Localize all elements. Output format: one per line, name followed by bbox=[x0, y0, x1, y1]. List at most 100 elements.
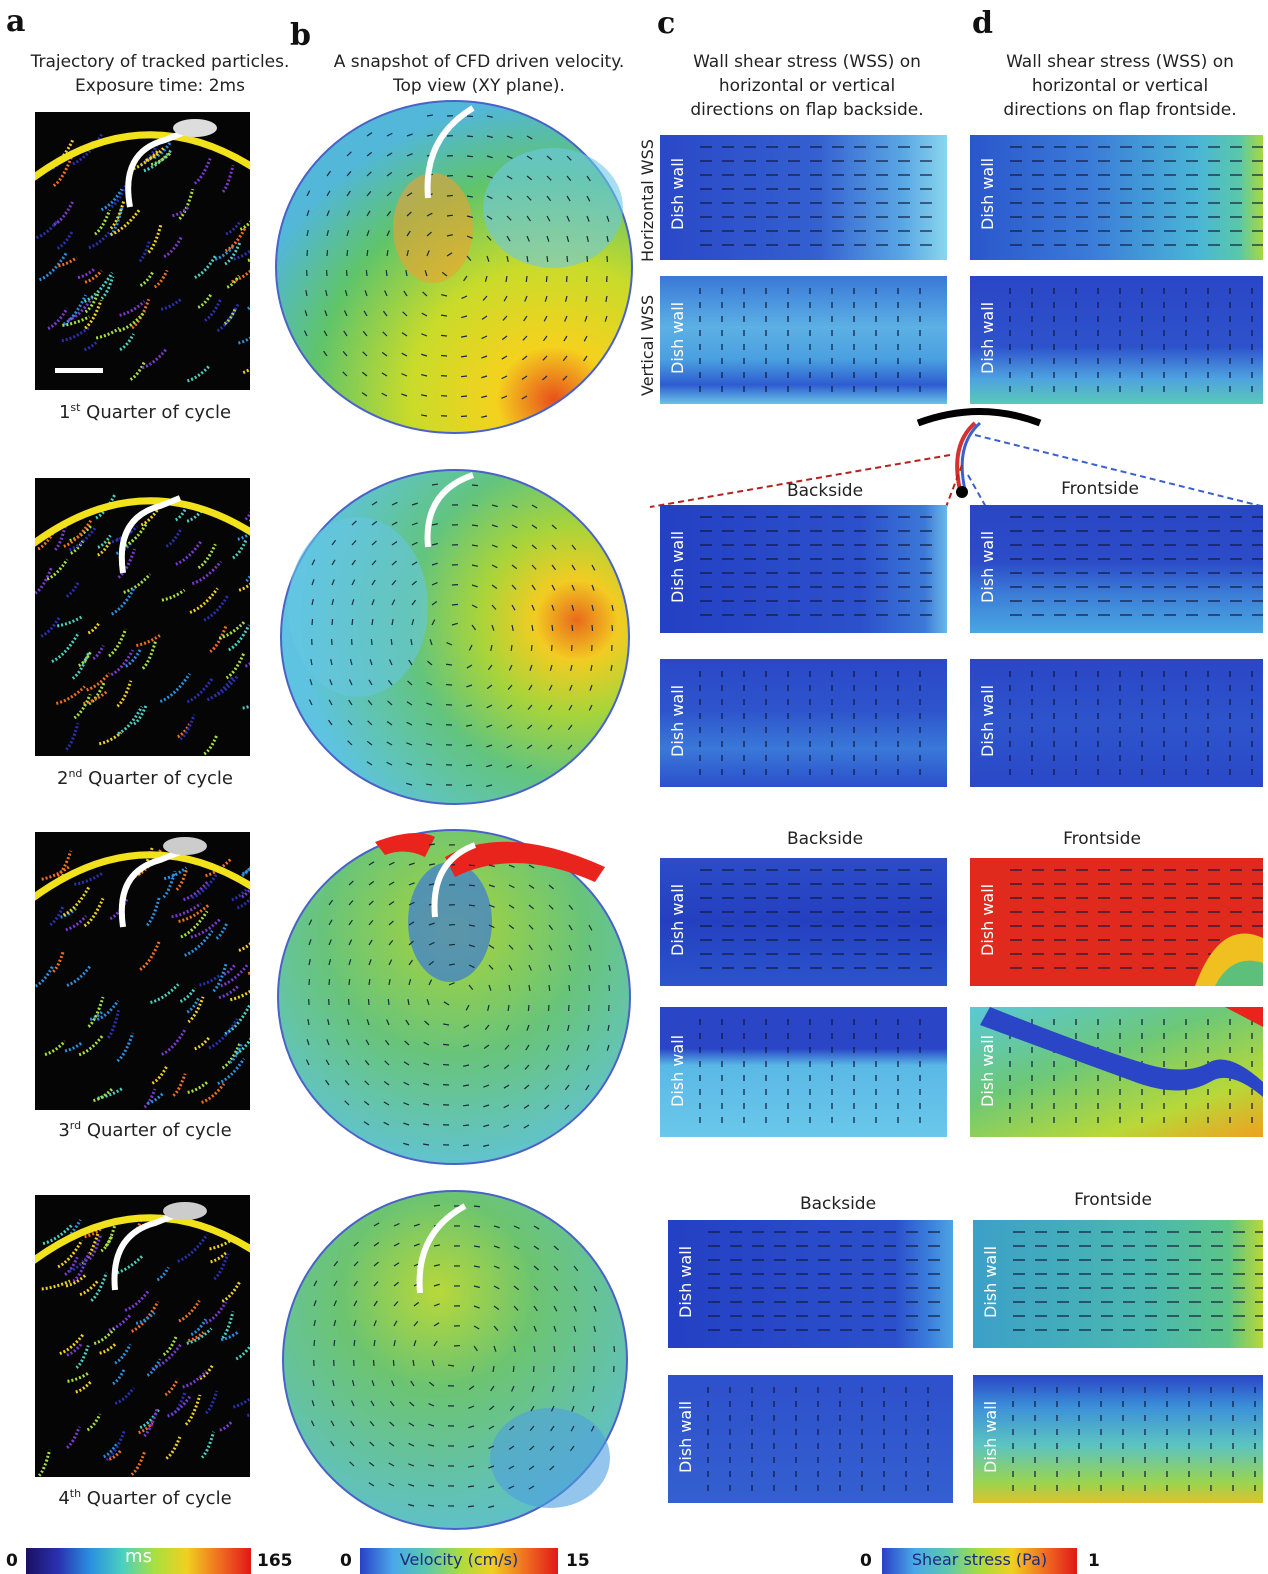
velocity-arrow bbox=[448, 982, 455, 986]
particle-streak bbox=[163, 866, 188, 881]
velocity-arrow bbox=[363, 1100, 370, 1106]
particle-streak bbox=[106, 1009, 121, 1039]
particle-streak bbox=[143, 1407, 159, 1438]
panel-letter-b: b bbox=[290, 18, 311, 53]
velocity-arrow bbox=[431, 619, 436, 626]
velocity-arrow bbox=[546, 215, 551, 222]
particle-streak bbox=[187, 996, 205, 1024]
velocity-arrow bbox=[348, 939, 353, 946]
velocity-arrow bbox=[423, 1041, 430, 1046]
velocity-arrow bbox=[484, 275, 488, 282]
velocity-arrow bbox=[506, 215, 512, 221]
velocity-arrow bbox=[548, 984, 551, 992]
velocity-arrow bbox=[608, 964, 611, 971]
velocity-arrow bbox=[333, 1260, 339, 1267]
velocity-arrow bbox=[503, 1084, 510, 1089]
velocity-arrow bbox=[393, 1281, 400, 1287]
velocity-arrow bbox=[428, 883, 435, 886]
velocity-arrow bbox=[522, 335, 528, 341]
velocity-arrow bbox=[408, 882, 415, 886]
velocity-arrow bbox=[488, 964, 494, 970]
velocity-arrow bbox=[493, 1305, 500, 1311]
colorbar-velocity-min: 0 bbox=[340, 1551, 352, 1571]
velocity-arrow bbox=[346, 171, 352, 177]
velocity-arrow bbox=[481, 355, 488, 359]
velocity-arrow bbox=[371, 1380, 375, 1387]
header-d-line3: directions on flap frontside. bbox=[1003, 100, 1237, 120]
particle-streak bbox=[179, 714, 196, 741]
velocity-arrow bbox=[353, 1300, 358, 1307]
velocity-arrow bbox=[471, 584, 478, 588]
particle-streak bbox=[62, 315, 91, 327]
particle-streak bbox=[47, 307, 69, 330]
velocity-arrow bbox=[483, 1084, 490, 1088]
velocity-arrow bbox=[428, 960, 435, 966]
particle-streak bbox=[100, 276, 115, 300]
particle-streak bbox=[84, 269, 103, 284]
velocity-arrow bbox=[407, 680, 413, 686]
velocity-arrow bbox=[471, 604, 478, 609]
particle-streak bbox=[130, 1300, 160, 1333]
velocity-arrow bbox=[386, 210, 392, 217]
particle-streak bbox=[210, 1251, 228, 1264]
particle-streak bbox=[244, 661, 250, 668]
velocity-arrow bbox=[403, 1102, 410, 1106]
velocity-arrow bbox=[426, 134, 433, 137]
velocity-arrow bbox=[489, 1405, 495, 1411]
particle-streak bbox=[205, 1390, 219, 1415]
velocity-arrow bbox=[531, 584, 536, 591]
particle-streak bbox=[151, 1064, 169, 1085]
velocity-arrow bbox=[422, 1143, 430, 1146]
wss-vector-field bbox=[707, 1387, 929, 1491]
velocity-arrow bbox=[373, 1320, 377, 1327]
velocity-arrow bbox=[573, 1285, 578, 1292]
velocity-arrow bbox=[406, 133, 413, 137]
velocity-arrow bbox=[531, 564, 537, 570]
particle-streak bbox=[182, 1370, 208, 1389]
label-backside-2: Backside bbox=[786, 829, 864, 849]
velocity-arrow bbox=[462, 1104, 470, 1107]
velocity-arrow bbox=[386, 1019, 390, 1026]
particle-streak bbox=[165, 1436, 182, 1460]
particle-streak bbox=[221, 1280, 242, 1303]
velocity-arrow bbox=[551, 564, 557, 571]
velocity-arrow bbox=[347, 740, 353, 746]
velocity-arrow bbox=[451, 622, 458, 626]
velocity-arrow bbox=[506, 744, 513, 749]
velocity-arrow bbox=[562, 355, 568, 362]
velocity-arrow bbox=[486, 744, 493, 748]
velocity-arrow bbox=[486, 764, 493, 768]
particle-streak bbox=[205, 857, 233, 878]
particle-streak bbox=[84, 299, 103, 330]
velocity-arrow bbox=[583, 335, 588, 342]
particle-streak bbox=[186, 509, 204, 523]
particle-streak bbox=[109, 898, 129, 921]
velocity-arrow bbox=[585, 295, 588, 302]
particle-streak bbox=[110, 649, 135, 677]
velocity-arrow bbox=[431, 600, 438, 606]
velocity-arrow bbox=[405, 1019, 410, 1026]
velocity-arrow bbox=[404, 1040, 410, 1046]
velocity-arrow bbox=[530, 644, 533, 652]
velocity-arrow bbox=[366, 230, 370, 237]
velocity-arrow bbox=[367, 998, 370, 1006]
velocity-arrow bbox=[510, 1385, 515, 1392]
velocity-arrow bbox=[348, 959, 352, 966]
velocity-arrow bbox=[564, 1104, 570, 1110]
velocity-arrow bbox=[311, 579, 315, 586]
particle-streak bbox=[95, 327, 121, 340]
velocity-arrow bbox=[428, 1444, 435, 1447]
velocity-arrow bbox=[503, 295, 508, 302]
particle-streak bbox=[224, 1004, 250, 1036]
velocity-arrow bbox=[569, 1445, 575, 1452]
velocity-arrow bbox=[388, 1462, 395, 1467]
velocity-arrow bbox=[509, 1425, 515, 1431]
velocity-arrow bbox=[491, 584, 498, 589]
velocity-arrow bbox=[546, 235, 550, 242]
velocity-arrow bbox=[368, 939, 373, 946]
velocity-arrow bbox=[382, 310, 388, 317]
velocity-arrow bbox=[366, 190, 372, 197]
velocity-arrow bbox=[312, 1379, 315, 1387]
velocity-arrow bbox=[567, 724, 573, 731]
particle-streak bbox=[72, 1252, 91, 1283]
